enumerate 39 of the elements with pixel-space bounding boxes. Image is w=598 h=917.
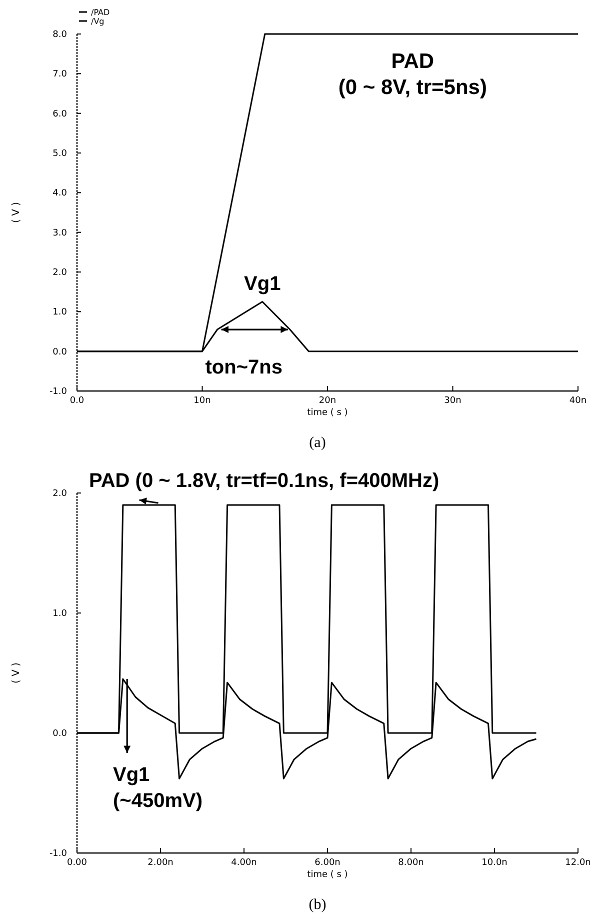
y-tick-label: -1.0 [49, 387, 68, 397]
x-tick-label: 2.00n [148, 858, 174, 868]
y-tick-label: 6.0 [52, 109, 68, 120]
x-axis-title: time ( s ) [307, 870, 348, 880]
annotation: ton~7ns [205, 356, 283, 378]
y-tick-label: 0.0 [52, 347, 68, 358]
y-tick-label: 1.0 [52, 609, 68, 619]
y-tick-label: 1.0 [52, 308, 68, 318]
annotation: Vg1 (~450mV) [113, 764, 202, 812]
x-tick-label: 4.00n [231, 858, 257, 868]
x-tick-label: 10n [194, 396, 211, 406]
x-tick-label: 6.00n [314, 858, 340, 868]
annotation: PAD (0 ~ 8V, tr=5ns) [338, 50, 487, 99]
annotation: PAD (0 ~ 1.8V, tr=tf=0.1ns, f=400MHz) [89, 470, 440, 492]
legend-label: /Vg [91, 17, 104, 26]
y-tick-label: 7.0 [52, 70, 68, 80]
x-tick-label: 30n [444, 396, 462, 406]
y-tick-label: 4.0 [52, 188, 68, 199]
legend-label: /PAD [91, 8, 110, 17]
x-tick-label: 20n [318, 396, 336, 406]
x-tick-label: 40n [569, 396, 587, 406]
y-tick-label: 2.0 [52, 489, 68, 499]
annotation: Vg1 [244, 272, 281, 295]
y-axis-title: ( V ) [11, 202, 22, 224]
y-tick-label: -1.0 [49, 849, 68, 859]
x-tick-label: 8.00n [398, 858, 424, 868]
x-tick-label: 12.0n [565, 858, 591, 868]
x-tick-label: 0.0 [70, 396, 84, 406]
x-tick-label: 0.00 [66, 858, 88, 868]
text: (a) [309, 435, 326, 451]
x-tick-label: 10.0n [482, 858, 508, 868]
text: (b) [308, 897, 326, 913]
y-tick-label: 2.0 [52, 268, 68, 278]
y-tick-label: 8.0 [52, 30, 68, 40]
y-axis-title: ( V ) [11, 662, 22, 684]
x-axis-title: time ( s ) [307, 408, 348, 418]
y-tick-label: 3.0 [52, 228, 68, 238]
y-tick-label: 0.0 [52, 729, 68, 739]
y-tick-label: 5.0 [52, 149, 68, 159]
